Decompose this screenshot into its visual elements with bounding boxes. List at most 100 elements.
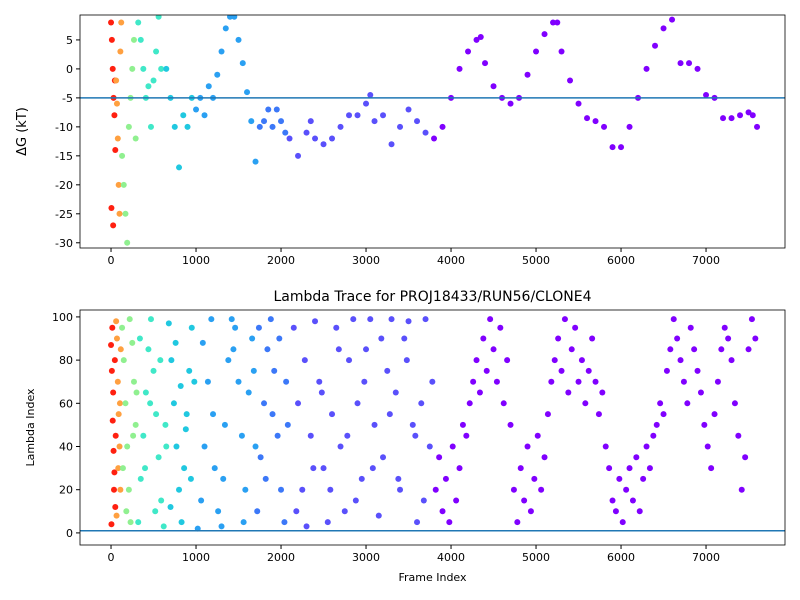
point [341, 508, 348, 515]
point [167, 503, 174, 510]
point [111, 486, 118, 493]
point [114, 135, 121, 142]
point [205, 83, 212, 90]
point [129, 339, 136, 346]
point [714, 378, 721, 385]
point [320, 465, 327, 472]
point [220, 475, 227, 482]
point [244, 89, 251, 96]
point [657, 400, 664, 407]
point [694, 65, 701, 72]
point [650, 432, 657, 439]
point [633, 454, 640, 461]
y-tick-label: -15 [55, 150, 73, 163]
point [687, 324, 694, 331]
point [115, 465, 122, 472]
x-tick-label: 7000 [692, 254, 720, 267]
point [691, 346, 698, 353]
point [731, 400, 738, 407]
point [119, 324, 126, 331]
point [125, 486, 132, 493]
point [163, 65, 170, 72]
point [316, 378, 323, 385]
point [153, 48, 160, 55]
point [456, 465, 463, 472]
point [663, 367, 670, 374]
point [446, 519, 453, 526]
point [352, 497, 359, 504]
point [110, 447, 117, 454]
point [137, 475, 144, 482]
point [554, 19, 561, 26]
point [616, 475, 623, 482]
point [110, 222, 117, 229]
x-tick-label: 4000 [437, 254, 465, 267]
point [155, 15, 162, 20]
point [609, 497, 616, 504]
point [745, 109, 752, 116]
point [392, 389, 399, 396]
point [255, 324, 262, 331]
point [728, 115, 735, 122]
point [130, 378, 137, 385]
point [371, 118, 378, 125]
point [252, 158, 259, 165]
point [694, 367, 701, 374]
point [367, 91, 374, 98]
point [135, 519, 142, 526]
point [686, 60, 693, 67]
point [521, 497, 528, 504]
point [358, 475, 365, 482]
point [585, 367, 592, 374]
point [418, 400, 425, 407]
point [346, 112, 353, 119]
point [239, 60, 246, 67]
point [162, 421, 169, 428]
point [117, 346, 124, 353]
x-tick-label: 3000 [352, 551, 380, 564]
point [257, 454, 264, 461]
point [465, 48, 472, 55]
point [680, 378, 687, 385]
point [170, 400, 177, 407]
point [601, 123, 608, 130]
point [749, 112, 756, 119]
point [242, 486, 249, 493]
point [284, 421, 291, 428]
point [482, 60, 489, 67]
point [109, 417, 116, 424]
point [269, 123, 276, 130]
point [135, 19, 142, 26]
point [745, 346, 752, 353]
point [371, 421, 378, 428]
point [363, 346, 370, 353]
x-tick-label: 0 [108, 551, 115, 564]
point [290, 324, 297, 331]
point [388, 141, 395, 148]
point [550, 19, 557, 26]
point [354, 400, 361, 407]
point [145, 83, 152, 90]
point [108, 367, 115, 374]
point [711, 411, 718, 418]
point [584, 115, 591, 122]
point [232, 324, 239, 331]
point [578, 357, 585, 364]
point [490, 83, 497, 90]
point [225, 357, 232, 364]
point [176, 486, 183, 493]
point [178, 519, 185, 526]
point [346, 357, 353, 364]
point [329, 135, 336, 142]
point [158, 65, 165, 72]
point [120, 181, 127, 188]
y-tick-label: 0 [66, 527, 73, 540]
point [108, 205, 115, 212]
point [517, 465, 524, 472]
point [752, 335, 759, 342]
x-tick-label: 3000 [352, 254, 380, 267]
point [181, 465, 188, 472]
point [140, 65, 147, 72]
point [626, 123, 633, 130]
point [324, 519, 331, 526]
